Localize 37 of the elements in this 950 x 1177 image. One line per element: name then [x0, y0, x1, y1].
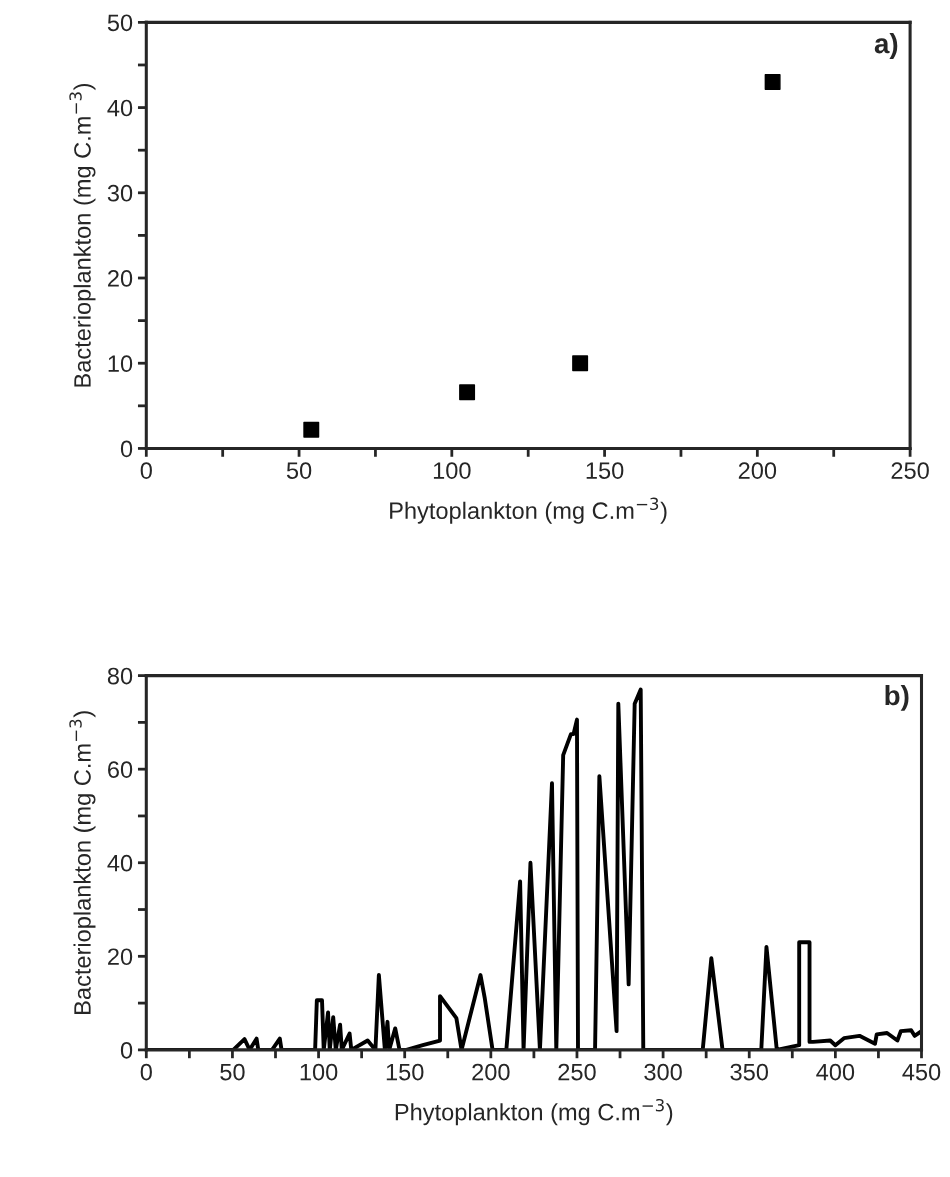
- x-tick-label: 200: [738, 462, 777, 479]
- x-tick-label: 250: [891, 462, 929, 479]
- x-tick-label: 350: [730, 1063, 769, 1081]
- y-tick-label: 0: [120, 440, 133, 458]
- x-tick-label: 150: [586, 462, 624, 479]
- point: [764, 74, 781, 90]
- y-tick-label: 10: [108, 355, 133, 373]
- x-tick-label: 50: [220, 1063, 245, 1081]
- x-tick-label: 100: [300, 1063, 338, 1081]
- y-tick-label: 0: [120, 1041, 133, 1059]
- annotation: b): [885, 684, 909, 711]
- x-axis-title: Phytoplankton (mg C.m$^{−3}$): [395, 1098, 673, 1126]
- x-tick-label: 300: [644, 1063, 682, 1081]
- y-tick-label: 40: [107, 99, 133, 117]
- x-tick-label: 400: [816, 1063, 855, 1081]
- y-tick-label: 50: [107, 14, 133, 32]
- y-tick-label: 30: [107, 184, 133, 202]
- x-tick-label: 250: [558, 1063, 596, 1081]
- x-tick-label: 0: [140, 462, 152, 479]
- y-tick-label: 60: [108, 761, 133, 778]
- x-tick-label: 100: [433, 462, 471, 479]
- x-tick-label: 450: [902, 1063, 941, 1081]
- point: [459, 384, 476, 401]
- y-axis-title: Bacterioplankton (mg C.m$^{−3}$): [69, 83, 96, 387]
- y-tick-label: 40: [107, 854, 133, 872]
- annotation: a): [874, 33, 898, 59]
- x-axis-title: Phytoplankton (mg C.m$^{−3}$): [390, 497, 667, 524]
- x-tick-label: 50: [286, 462, 312, 479]
- y-tick-label: 80: [107, 667, 133, 685]
- y-tick-label: 20: [108, 948, 133, 966]
- y-axis-title: Bacterioplankton (mg C.m$^{−3}$): [69, 711, 96, 1014]
- x-tick-label: 150: [386, 1063, 424, 1081]
- x-tick-label: 200: [472, 1063, 510, 1081]
- y-tick-label: 20: [108, 270, 133, 287]
- point: [572, 355, 589, 372]
- x-tick-label: 0: [140, 1063, 152, 1081]
- point: [303, 421, 320, 438]
